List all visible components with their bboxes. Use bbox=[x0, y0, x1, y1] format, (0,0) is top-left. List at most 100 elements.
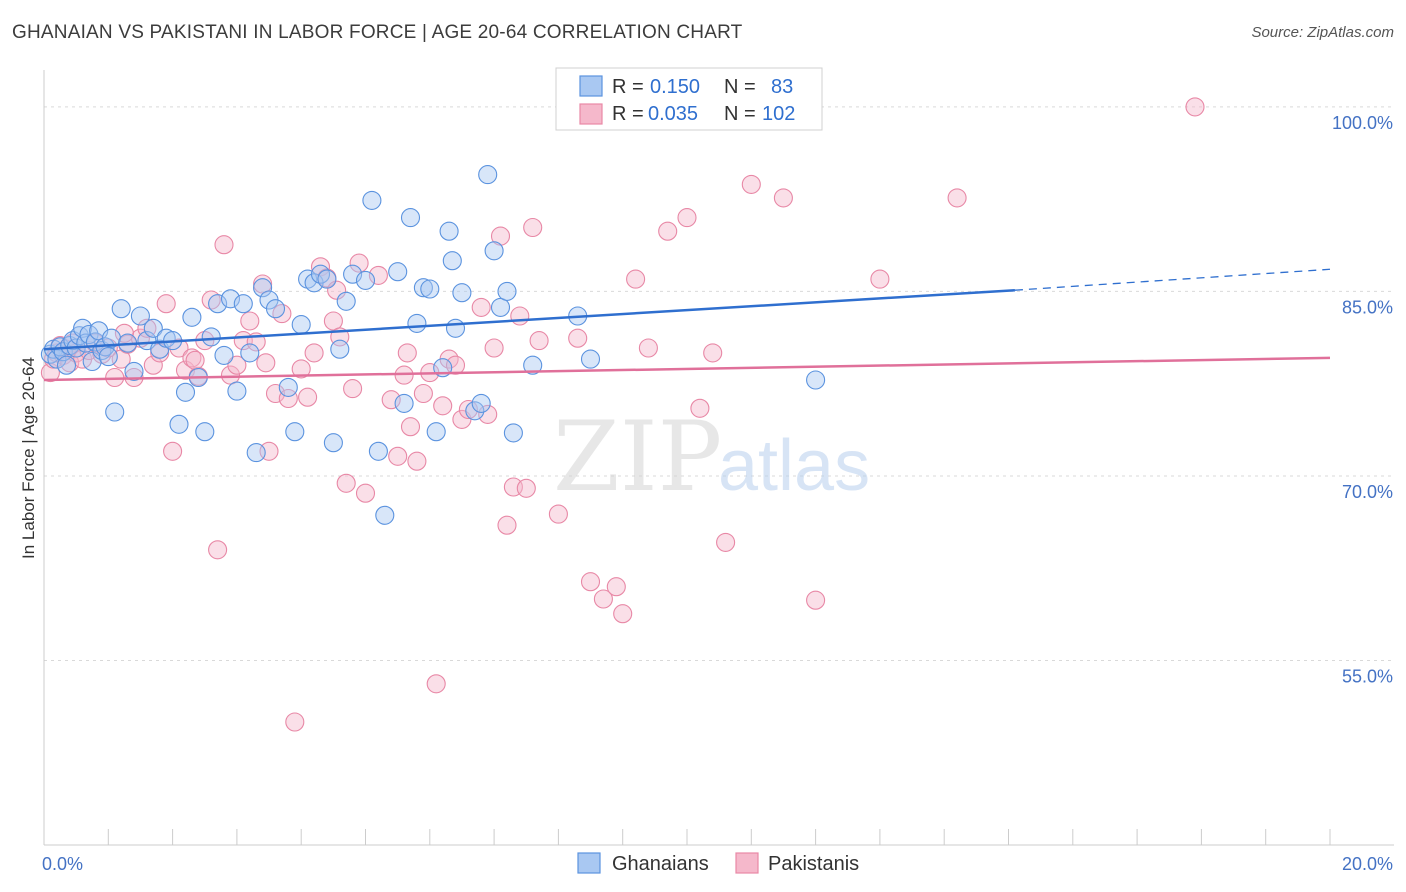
point-ghanaians-83 bbox=[806, 370, 826, 390]
point-pakistanis-95 bbox=[947, 188, 967, 208]
trendline-extension-ghanaians bbox=[1014, 268, 1331, 291]
point-ghanaians-74 bbox=[471, 393, 491, 413]
point-ghanaians-77 bbox=[490, 297, 511, 317]
point-pakistanis-85 bbox=[638, 338, 658, 358]
point-ghanaians-57 bbox=[355, 270, 376, 290]
series-legend: Ghanaians Pakistanis bbox=[577, 852, 859, 875]
point-ghanaians-67 bbox=[426, 422, 446, 442]
point-pakistanis-67 bbox=[458, 399, 478, 420]
point-ghanaians-80 bbox=[523, 355, 543, 375]
point-pakistanis-48 bbox=[323, 311, 343, 331]
point-pakistanis-50 bbox=[336, 473, 356, 493]
point-ghanaians-76 bbox=[484, 241, 504, 261]
point-pakistanis-77 bbox=[529, 331, 549, 351]
point-ghanaians-66 bbox=[420, 279, 440, 299]
point-ghanaians-49 bbox=[298, 269, 318, 289]
point-pakistanis-58 bbox=[400, 417, 421, 437]
point-ghanaians-5 bbox=[56, 355, 77, 375]
point-ghanaians-51 bbox=[310, 264, 331, 284]
trendline-ghanaians bbox=[43, 288, 1016, 351]
point-ghanaians-73 bbox=[465, 401, 485, 421]
point-ghanaians-78 bbox=[497, 281, 517, 301]
point-pakistanis-83 bbox=[613, 604, 633, 624]
point-ghanaians-62 bbox=[394, 393, 414, 413]
point-ghanaians-39 bbox=[227, 381, 247, 401]
legend-n-label-1: N = bbox=[724, 76, 756, 98]
watermark-atlas: atlas bbox=[718, 426, 870, 506]
point-pakistanis-82 bbox=[606, 577, 626, 597]
point-ghanaians-59 bbox=[368, 441, 388, 461]
point-pakistanis-91 bbox=[741, 174, 761, 194]
legend-n-value-2: 102 bbox=[762, 103, 795, 125]
point-ghanaians-24 bbox=[130, 306, 150, 326]
point-pakistanis-30 bbox=[208, 540, 228, 560]
y-tick-label-3: 55.0% bbox=[1342, 666, 1393, 686]
point-pakistanis-84 bbox=[626, 269, 646, 289]
grid-layer bbox=[44, 106, 1394, 661]
point-pakistanis-76 bbox=[523, 217, 543, 238]
point-ghanaians-2 bbox=[47, 349, 67, 369]
point-ghanaians-41 bbox=[240, 343, 260, 363]
point-pakistanis-90 bbox=[716, 532, 736, 552]
chart-title: GHANAIAN VS PAKISTANI IN LABOR FORCE | A… bbox=[12, 22, 743, 43]
point-ghanaians-71 bbox=[445, 318, 466, 338]
legend-r-value-1: 0.150 bbox=[650, 76, 700, 98]
point-pakistanis-100 bbox=[327, 280, 347, 300]
point-pakistanis-53 bbox=[355, 483, 376, 503]
point-ghanaians-42 bbox=[246, 443, 266, 463]
point-pakistanis-22 bbox=[156, 294, 176, 314]
point-pakistanis-52 bbox=[349, 253, 369, 273]
point-pakistanis-98 bbox=[185, 350, 205, 370]
point-ghanaians-52 bbox=[317, 269, 337, 289]
point-pakistanis-78 bbox=[548, 504, 568, 524]
axes-layer: 100.0% 85.0% 70.0% 55.0% 0.0% 20.0% bbox=[42, 70, 1394, 874]
point-pakistanis-68 bbox=[471, 297, 491, 317]
point-ghanaians-45 bbox=[265, 299, 286, 319]
point-pakistanis-29 bbox=[201, 290, 221, 310]
point-ghanaians-82 bbox=[580, 349, 601, 369]
x-tick-label-0: 0.0% bbox=[42, 854, 83, 874]
legend-r-label-2: R = bbox=[612, 103, 644, 125]
stats-legend: R = 0.150 N = 83 R = 0.035 N = 102 bbox=[555, 67, 823, 131]
legend-r-label-1: R = bbox=[612, 76, 644, 98]
point-ghanaians-46 bbox=[278, 377, 298, 397]
point-pakistanis-96 bbox=[1185, 97, 1205, 117]
point-pakistanis-94 bbox=[870, 269, 890, 289]
point-ghanaians-75 bbox=[478, 165, 498, 185]
point-ghanaians-58 bbox=[362, 190, 382, 210]
point-pakistanis-62 bbox=[426, 674, 446, 694]
point-ghanaians-53 bbox=[323, 433, 343, 453]
y-tick-label-1: 85.0% bbox=[1342, 297, 1393, 317]
point-ghanaians-43 bbox=[253, 278, 273, 298]
y-tick-label-0: 100.0% bbox=[1332, 113, 1393, 133]
point-ghanaians-34 bbox=[195, 422, 215, 442]
point-pakistanis-42 bbox=[285, 712, 305, 732]
legend-n-value-1: 83 bbox=[771, 76, 793, 98]
watermark-zip: ZIP bbox=[553, 401, 722, 513]
point-pakistanis-79 bbox=[568, 328, 588, 348]
point-pakistanis-86 bbox=[658, 221, 678, 241]
point-ghanaians-23 bbox=[124, 361, 144, 381]
point-pakistanis-35 bbox=[240, 311, 260, 331]
point-pakistanis-23 bbox=[163, 441, 183, 461]
point-pakistanis-81 bbox=[593, 589, 613, 609]
point-ghanaians-40 bbox=[233, 294, 253, 314]
point-ghanaians-72 bbox=[452, 283, 472, 303]
point-pakistanis-87 bbox=[677, 208, 697, 228]
point-ghanaians-54 bbox=[330, 339, 350, 359]
point-pakistanis-63 bbox=[433, 396, 453, 416]
point-pakistanis-40 bbox=[272, 304, 292, 324]
point-pakistanis-75 bbox=[516, 478, 536, 498]
point-pakistanis-89 bbox=[703, 343, 723, 363]
point-ghanaians-55 bbox=[336, 291, 356, 311]
point-pakistanis-59 bbox=[407, 451, 427, 471]
point-pakistanis-56 bbox=[388, 446, 408, 466]
x-tick-label-1: 20.0% bbox=[1342, 854, 1393, 874]
point-pakistanis-55 bbox=[381, 390, 401, 410]
point-ghanaians-64 bbox=[407, 313, 427, 333]
point-ghanaians-21 bbox=[111, 299, 131, 319]
point-ghanaians-31 bbox=[175, 382, 196, 402]
point-pakistanis-92 bbox=[773, 188, 793, 208]
point-pakistanis-60 bbox=[413, 383, 433, 404]
